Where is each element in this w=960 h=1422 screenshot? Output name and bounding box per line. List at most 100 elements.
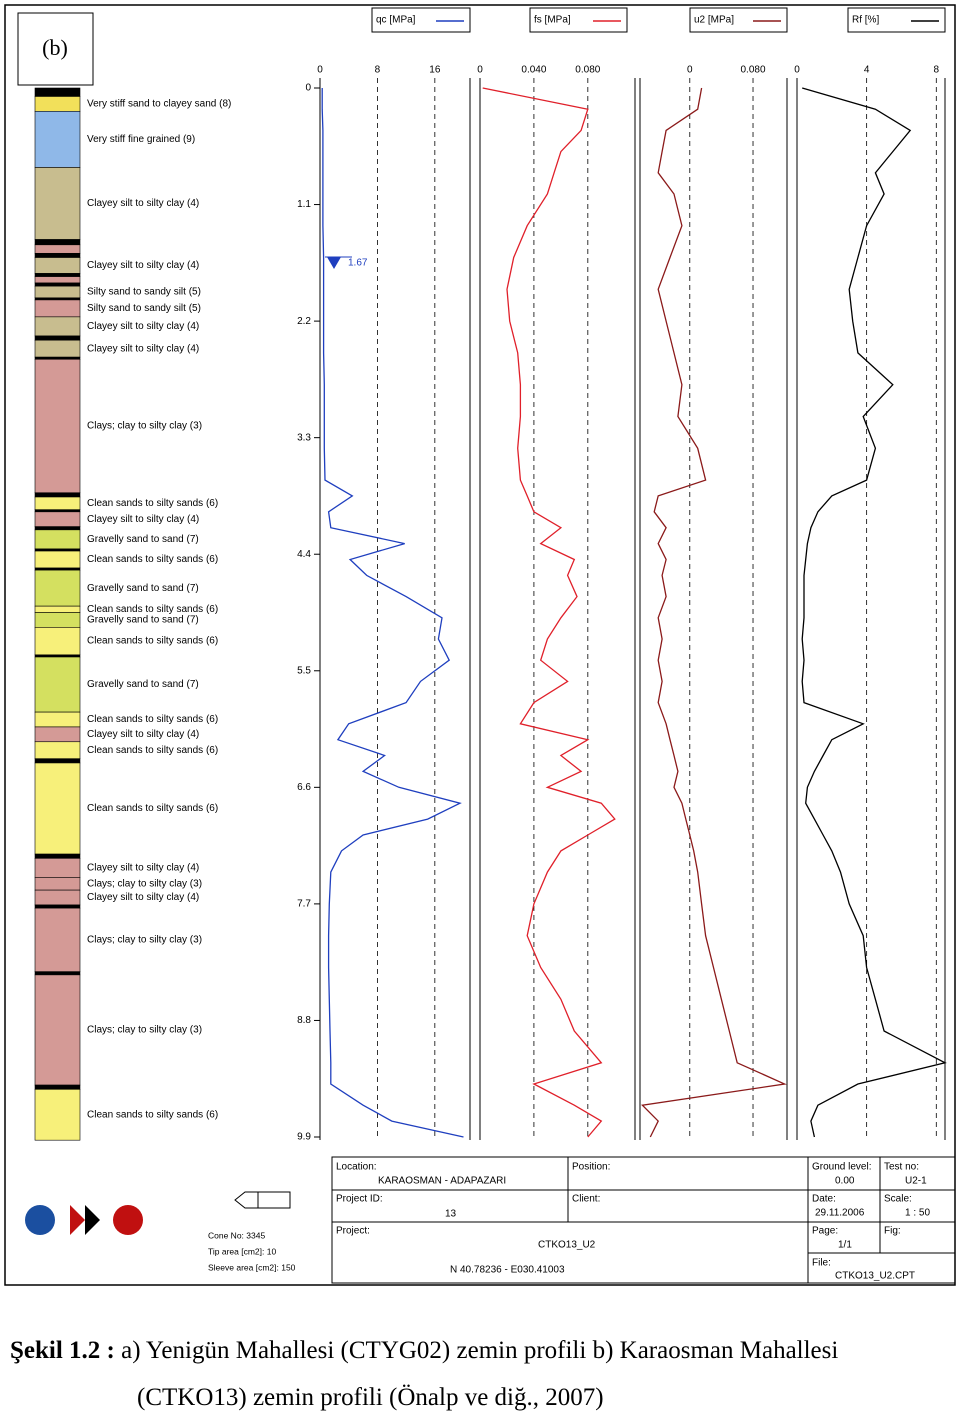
soil-layer: [34, 877, 81, 891]
logo: [85, 1205, 100, 1235]
soil-label: Clean sands to silty sands (6): [87, 554, 218, 565]
info-label: Scale:: [884, 1194, 912, 1205]
soil-label: Clean sands to silty sands (6): [87, 604, 218, 615]
soil-label: Very stiff fine grained (9): [87, 134, 195, 145]
soil-label: Clayey silt to silty clay (4): [87, 514, 199, 525]
soil-label: Clayey silt to silty clay (4): [87, 321, 199, 332]
soil-label: Clays; clay to silty clay (3): [87, 1025, 202, 1036]
x-tick-label: 8: [375, 65, 381, 76]
info-label: Client:: [572, 1194, 600, 1205]
soil-label: Clays; clay to silty clay (3): [87, 878, 202, 889]
info-value: CTKO13_U2: [538, 1240, 596, 1251]
soil-layer: [34, 239, 81, 246]
info-label: Ground level:: [812, 1162, 871, 1173]
soil-layer: [34, 762, 81, 855]
x-tick-label: 0: [794, 65, 800, 76]
info-value: 1/1: [838, 1240, 852, 1251]
legend-label: Rf [%]: [852, 15, 879, 26]
water-level: [327, 256, 341, 269]
legend-box: [689, 7, 788, 33]
soil-layer: [34, 907, 81, 973]
info-label: Position:: [572, 1162, 610, 1173]
soil-layer: [34, 889, 81, 906]
soil-layer: [34, 1084, 81, 1090]
soil-layer: [34, 96, 81, 112]
soil-label: Clean sands to silty sands (6): [87, 803, 218, 814]
caption-text: a) Yenigün Mahallesi (CTYG02) zemin prof…: [115, 1337, 839, 1364]
data-line: [482, 87, 616, 1138]
cone-shape: [234, 1191, 291, 1209]
soil-layer: [34, 252, 81, 258]
cone-info: Sleeve area [cm2]: 150: [208, 1262, 296, 1272]
soil-layer: [34, 550, 81, 569]
y-tick-label: 2.2: [297, 316, 311, 327]
soil-label: Silty sand to sandy silt (5): [87, 287, 201, 298]
soil-layer: [34, 244, 81, 254]
info-value: N 40.78236 - E030.41003: [450, 1265, 565, 1276]
soil-layer: [34, 511, 81, 527]
figure-label: (b): [42, 35, 68, 60]
soil-layer: [34, 711, 81, 728]
info-value: U2-1: [905, 1176, 927, 1187]
y-tick-label: 5.5: [297, 665, 311, 676]
soil-layer: [34, 627, 81, 656]
info-value: 1 : 50: [905, 1208, 930, 1219]
soil-layer: [34, 741, 81, 760]
legend-label: u2 [MPa]: [694, 15, 734, 26]
soil-layer: [34, 509, 81, 513]
soil-layer: [34, 526, 81, 531]
soil-label: Clayey silt to silty clay (4): [87, 198, 199, 209]
soil-layer: [34, 758, 81, 764]
x-tick-label: 0: [477, 65, 483, 76]
soil-layer: [34, 167, 81, 240]
data-line: [321, 88, 464, 1138]
info-label: Date:: [812, 1194, 836, 1205]
soil-label: Gravelly sand to sand (7): [87, 615, 199, 626]
soil-layer: [34, 974, 81, 1086]
soil-label: Clean sands to silty sands (6): [87, 745, 218, 756]
legend-label: fs [MPa]: [534, 15, 571, 26]
y-tick-label: 8.8: [297, 1015, 311, 1026]
x-tick-label: 4: [864, 65, 870, 76]
soil-layer: [34, 726, 81, 743]
soil-layer: [34, 285, 81, 299]
info-value: CTKO13_U2.CPT: [835, 1271, 915, 1282]
data-line: [641, 87, 787, 1138]
soil-layer: [34, 111, 81, 168]
soil-label: Silty sand to sandy silt (5): [87, 303, 201, 314]
legend-box: [529, 7, 628, 33]
soil-layer: [34, 257, 81, 274]
info-block: [331, 1156, 956, 1284]
info-label: Project:: [336, 1226, 370, 1237]
cone-info: Cone No: 3345: [208, 1230, 265, 1240]
y-tick-label: 6.6: [297, 782, 311, 793]
soil-label: Clayey silt to silty clay (4): [87, 892, 199, 903]
legend-box: [847, 7, 946, 33]
cone-info: Tip area [cm2]: 10: [208, 1246, 276, 1256]
info-value: KARAOSMAN - ADAPAZARI: [378, 1176, 506, 1187]
logos: [25, 1205, 143, 1235]
info-label: Location:: [336, 1162, 377, 1173]
soil-layer: [34, 612, 81, 628]
soil-label: Clayey silt to silty clay (4): [87, 260, 199, 271]
y-tick-label: 1.1: [297, 199, 311, 210]
info-value: 13: [445, 1209, 457, 1220]
logo: [70, 1205, 85, 1235]
soil-layer: [34, 87, 81, 97]
y-tick-label: 7.7: [297, 899, 311, 910]
info-label: File:: [812, 1258, 831, 1269]
soil-label: Clayey silt to silty clay (4): [87, 729, 199, 740]
soil-layer: [34, 529, 81, 550]
y-tick-label: 3.3: [297, 432, 311, 443]
soil-label: Clean sands to silty sands (6): [87, 714, 218, 725]
soil-label: Gravelly sand to sand (7): [87, 534, 199, 545]
caption: Şekil 1.2 : a) Yenigün Mahallesi (CTYG02…: [10, 1337, 838, 1364]
soil-label: Very stiff sand to clayey sand (8): [87, 99, 231, 110]
soil-layer: [34, 316, 81, 337]
soil-layer: [34, 904, 81, 909]
logo: [113, 1205, 143, 1235]
soil-layer: [34, 654, 81, 658]
soil-layer: [34, 567, 81, 571]
info-label: Project ID:: [336, 1194, 383, 1205]
